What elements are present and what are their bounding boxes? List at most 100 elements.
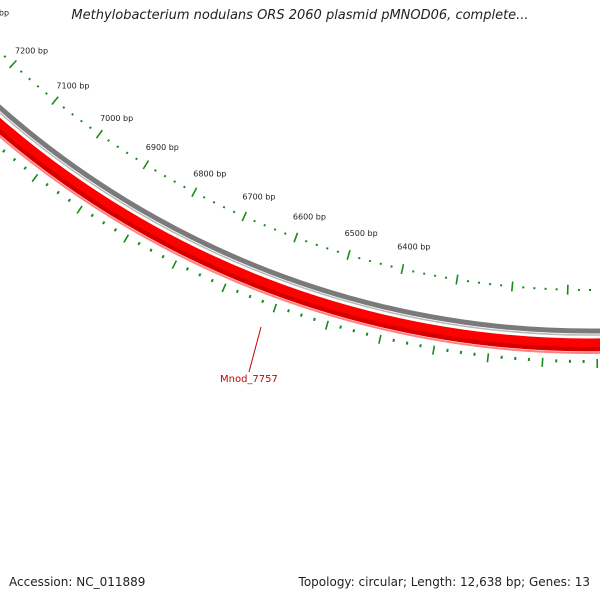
minor-tick	[19, 70, 23, 74]
minor-tick	[326, 247, 329, 250]
inner-major-tick	[541, 357, 544, 367]
gene-label-leader	[248, 326, 262, 373]
inner-major-tick	[76, 205, 83, 214]
inner-minor-tick	[102, 220, 106, 225]
minor-tick	[173, 180, 177, 183]
minor-tick	[379, 262, 382, 266]
scale-label: 6800 bp	[193, 170, 226, 179]
inner-minor-tick	[23, 166, 27, 170]
minor-tick	[116, 145, 120, 149]
gene-label-mnod-7757[interactable]: Mnod_7757	[220, 374, 278, 385]
inner-minor-tick	[12, 157, 17, 162]
scale-label: 7300 bp	[0, 9, 9, 18]
inner-minor-tick	[67, 198, 72, 203]
inner-minor-tick	[149, 248, 153, 252]
minor-tick	[263, 223, 267, 227]
major-tick	[191, 187, 198, 198]
inner-major-tick	[324, 320, 329, 330]
inner-major-tick	[221, 283, 227, 293]
major-tick	[241, 211, 248, 222]
minor-tick	[3, 55, 7, 58]
scale-label: 7100 bp	[56, 82, 89, 91]
scale-label: 6700 bp	[242, 193, 275, 202]
inner-major-tick	[123, 234, 130, 243]
minor-tick	[368, 259, 372, 263]
minor-tick	[80, 119, 83, 123]
scale-label: 7200 bp	[15, 46, 48, 55]
inner-minor-tick	[287, 309, 290, 313]
inner-minor-tick	[392, 338, 395, 343]
minor-tick	[183, 185, 186, 189]
scale-label: 6500 bp	[345, 229, 378, 238]
minor-tick	[284, 232, 287, 235]
major-tick	[9, 59, 17, 69]
minor-tick	[202, 196, 206, 199]
inner-minor-tick	[365, 332, 369, 336]
minor-tick	[107, 139, 110, 142]
inner-minor-tick	[339, 325, 342, 329]
inner-major-tick	[171, 260, 178, 270]
scale-label: 6400 bp	[397, 242, 430, 251]
inner-minor-tick	[113, 228, 118, 232]
minor-tick	[390, 265, 393, 268]
inner-minor-tick	[446, 348, 449, 353]
inner-minor-tick	[45, 182, 49, 187]
gene-feature-highlight	[0, 135, 600, 354]
minor-tick	[154, 169, 157, 172]
accession-text: Accession: NC_011889	[9, 575, 146, 589]
inner-minor-tick	[90, 213, 94, 218]
inner-minor-tick	[56, 190, 60, 195]
minor-tick	[36, 84, 40, 88]
summary-text: Topology: circular; Length: 12,638 bp; G…	[298, 575, 590, 589]
minor-tick	[71, 112, 74, 116]
inner-minor-tick	[2, 149, 6, 153]
inner-minor-tick	[185, 267, 190, 271]
minor-tick	[125, 151, 129, 155]
minor-tick	[315, 243, 319, 247]
scale-label: 7000 bp	[100, 114, 133, 123]
backbone-ring-highlight	[0, 111, 600, 336]
scale-labels: 7300 bp 7200 bp 7100 bp 7000 bp 6900 bp 6800 …	[0, 9, 430, 252]
inner-minor-tick	[459, 350, 463, 355]
inner-minor-tick	[419, 344, 422, 348]
inner-major-tick	[272, 303, 278, 313]
inner-major-tick	[378, 334, 382, 344]
minor-tick	[135, 157, 138, 161]
minor-tick	[358, 256, 361, 260]
minor-tick	[336, 250, 340, 254]
major-tick	[346, 249, 351, 261]
major-tick	[95, 129, 103, 139]
inner-minor-tick	[405, 341, 409, 345]
minor-tick	[89, 126, 92, 130]
inner-major-tick	[486, 353, 490, 363]
gene-feature-shade	[0, 128, 600, 351]
scale-label: 6900 bp	[146, 143, 179, 152]
minor-tick	[273, 228, 277, 231]
minor-tick	[304, 239, 308, 243]
minor-tick	[212, 200, 216, 204]
inner-minor-tick	[261, 299, 265, 304]
backbone-ring	[0, 104, 600, 334]
major-tick	[142, 160, 150, 170]
outer-scale-ticks	[3, 55, 591, 295]
inner-minor-tick	[210, 278, 214, 283]
inner-minor-tick	[235, 289, 239, 294]
minor-tick	[62, 106, 66, 109]
minor-tick	[222, 205, 226, 209]
minor-tick	[253, 219, 256, 223]
map-title: Methylobacterium nodulans ORS 2060 plasm…	[71, 8, 529, 23]
gene-feature-mnod-7757[interactable]	[0, 0, 600, 352]
inner-minor-tick	[137, 241, 141, 246]
major-tick	[511, 281, 514, 292]
inner-minor-tick	[248, 294, 252, 299]
minor-tick	[28, 77, 31, 81]
inner-minor-tick	[299, 313, 303, 317]
minor-tick	[163, 174, 167, 178]
major-tick	[293, 232, 299, 243]
minor-tick	[232, 210, 236, 214]
inner-minor-tick	[352, 329, 356, 333]
inner-minor-tick	[161, 254, 165, 259]
inner-minor-tick	[198, 273, 202, 277]
